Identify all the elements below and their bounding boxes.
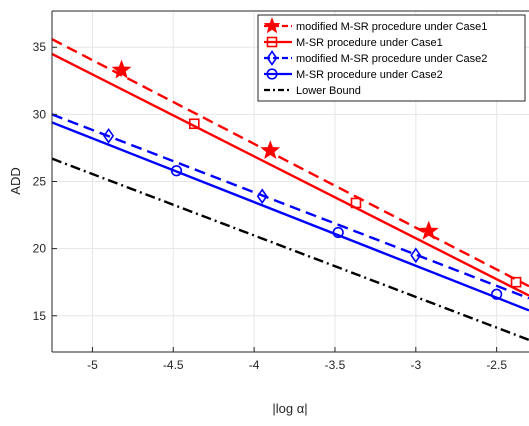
y-tick-label: 25 bbox=[33, 175, 47, 189]
series-1 bbox=[51, 52, 529, 297]
series-0 bbox=[51, 38, 529, 288]
series-4 bbox=[51, 157, 529, 342]
legend-item: M-SR procedure under Case2 bbox=[264, 68, 443, 81]
series-layer bbox=[51, 38, 529, 342]
legend-item: Lower Bound bbox=[264, 85, 361, 97]
series-line bbox=[51, 157, 529, 342]
x-tick-label: -2.5 bbox=[486, 358, 507, 372]
data-point-circle bbox=[332, 226, 344, 239]
series-line bbox=[51, 113, 529, 300]
data-point-square bbox=[188, 118, 200, 130]
series-line bbox=[51, 121, 529, 312]
data-point-star bbox=[260, 140, 281, 160]
legend-marker bbox=[263, 17, 281, 34]
x-tick-label: -4 bbox=[249, 358, 260, 372]
y-axis-label: ADD bbox=[8, 167, 23, 194]
data-point-circle bbox=[491, 288, 503, 300]
data-point-square bbox=[510, 276, 522, 288]
y-tick-label: 35 bbox=[33, 40, 47, 54]
data-point-diamond bbox=[256, 188, 268, 205]
series-line bbox=[51, 38, 529, 288]
legend-item: M-SR procedure under Case1 bbox=[264, 36, 443, 49]
legend-marker bbox=[266, 36, 278, 48]
data-point-diamond bbox=[410, 247, 422, 264]
series-3 bbox=[51, 121, 529, 312]
data-point-diamond bbox=[103, 127, 115, 144]
legend-label: M-SR procedure under Case1 bbox=[296, 37, 443, 49]
y-tick-label: 15 bbox=[33, 309, 47, 323]
legend-label: Lower Bound bbox=[296, 85, 361, 97]
x-tick-label: -5 bbox=[87, 358, 98, 372]
legend-marker bbox=[266, 68, 278, 80]
x-tick-label: -4.5 bbox=[163, 358, 184, 372]
legend-box bbox=[257, 14, 526, 102]
series-2 bbox=[51, 113, 529, 300]
legend-label: modified M-SR procedure under Case2 bbox=[296, 53, 487, 65]
y-tick-label: 30 bbox=[33, 107, 47, 121]
legend-label: modified M-SR procedure under Case1 bbox=[296, 21, 487, 33]
legend-item: modified M-SR procedure under Case2 bbox=[264, 50, 487, 66]
x-tick-label: -3.5 bbox=[325, 358, 346, 372]
x-tick-label: -3 bbox=[410, 358, 421, 372]
legend: modified M-SR procedure under Case1 M-SR … bbox=[257, 14, 526, 102]
data-point-square bbox=[350, 197, 362, 209]
axes bbox=[51, 10, 529, 353]
series-line bbox=[51, 52, 529, 297]
data-point-star bbox=[418, 220, 439, 240]
data-point-star bbox=[111, 59, 132, 79]
legend-item: modified M-SR procedure under Case1 bbox=[263, 17, 487, 34]
data-point-circle bbox=[170, 165, 183, 177]
tick-labels: -5 -4.5 -4 -3.5 -3 -2.5 15 20 25 30 35 bbox=[33, 40, 508, 372]
legend-label: M-SR procedure under Case2 bbox=[296, 69, 443, 81]
legend-marker bbox=[266, 50, 278, 66]
y-tick-label: 20 bbox=[33, 242, 47, 256]
x-axis-label: |log α| bbox=[272, 401, 307, 416]
